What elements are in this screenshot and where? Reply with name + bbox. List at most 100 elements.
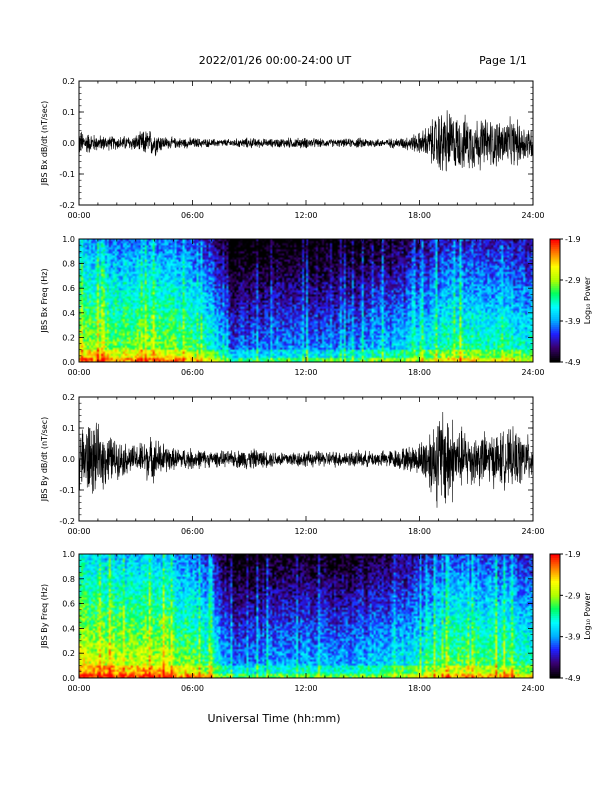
colorbar-tick-label: -3.9 (565, 317, 581, 326)
colorbar-swatch (550, 314, 560, 318)
colorbar-swatch (550, 318, 560, 322)
colorbar-swatch (550, 659, 560, 663)
colorbar-swatch (550, 359, 560, 363)
colorbar-swatch (550, 585, 560, 588)
by-spectrogram-panel: -1.9 -2.9 -3.9 -4.9 Log₁₀ Power 00:00 06:00 12:… (40, 550, 592, 693)
colorbar-swatch (550, 327, 560, 330)
colorbar-swatch (550, 671, 560, 675)
colorbar-swatch (550, 308, 560, 312)
colorbar-tick-label: -2.9 (565, 276, 581, 285)
colorbar-tick-label: -3.9 (565, 633, 581, 642)
x-tick-label: 18:00 (408, 211, 431, 220)
x-tick-label: 06:00 (181, 368, 204, 377)
x-tick-label: 12:00 (294, 684, 317, 693)
colorbar-swatch (550, 349, 560, 353)
bx-spec-y-axis-label: JBS Bx Freq (Hz) (40, 268, 49, 333)
colorbar-swatch (550, 578, 560, 582)
colorbar-swatch (550, 587, 560, 590)
colorbar-swatch (550, 304, 560, 308)
colorbar-swatch (550, 337, 560, 341)
colorbar-frame (549, 238, 561, 363)
bx-series-line (78, 110, 534, 172)
bx-y-axis-label: JBS Bx dB/dt (nT/sec) (40, 101, 49, 187)
colorbar-swatch (550, 673, 560, 677)
colorbar-swatch (550, 647, 560, 650)
colorbar-swatch (550, 611, 560, 615)
colorbar-swatch (550, 634, 560, 638)
colorbar-swatch (550, 613, 560, 617)
colorbar-swatch (550, 273, 560, 277)
colorbar-swatch (550, 599, 560, 603)
colorbar-swatch (550, 331, 560, 334)
colorbar-swatch (550, 593, 560, 596)
y-tick-label: 0.8 (62, 260, 75, 269)
colorbar-swatch (550, 568, 560, 572)
colorbar-swatch (550, 249, 560, 252)
colorbar-swatch (550, 560, 560, 563)
colorbar-swatch (550, 644, 560, 648)
colorbar-swatch (550, 355, 560, 359)
colorbar-swatch (550, 316, 560, 320)
colorbar-swatch (550, 343, 560, 347)
colorbar-swatch (550, 312, 560, 316)
colorbar-swatch (550, 241, 560, 244)
y-tick-label: 1.0 (62, 550, 75, 559)
y-tick-label: 0.2 (62, 333, 75, 342)
colorbar-swatch (550, 642, 560, 646)
x-tick-label: 00:00 (67, 527, 90, 536)
colorbar-swatch (550, 335, 560, 338)
colorbar-swatch (550, 323, 560, 326)
colorbar-swatch (550, 607, 560, 611)
colorbar-swatch (550, 284, 560, 287)
colorbar-swatch (550, 626, 560, 629)
colorbar-swatch (550, 280, 560, 283)
y-tick-label: 0.8 (62, 575, 75, 584)
y-tick-label: 0.1 (62, 108, 75, 117)
colorbar-swatch (550, 669, 560, 673)
colorbar-swatch (550, 298, 560, 302)
colorbar-swatch (550, 667, 560, 671)
colorbar-tick-label: -4.9 (565, 358, 581, 367)
x-axis-title: Universal Time (hh:mm) (208, 712, 341, 725)
x-tick-label: 12:00 (294, 368, 317, 377)
colorbar-swatch (550, 345, 560, 349)
colorbar-swatch (550, 651, 560, 654)
x-tick-label: 06:00 (181, 684, 204, 693)
colorbar-swatch (550, 251, 560, 254)
colorbar-swatch (550, 554, 560, 557)
colorbar-swatch (550, 277, 560, 281)
colorbar-swatch (550, 255, 560, 259)
x-tick-label: 24:00 (521, 684, 544, 693)
by-y-axis-label: JBS By dB/dt (nT/sec) (40, 417, 49, 503)
x-tick-label: 18:00 (408, 684, 431, 693)
colorbar-swatch (550, 636, 560, 640)
by-spec-colorbar: -1.9 -2.9 -3.9 -4.9 Log₁₀ Power (549, 550, 592, 683)
colorbar-swatch (550, 562, 560, 565)
colorbar-swatch (550, 351, 560, 355)
colorbar-swatch (550, 624, 560, 627)
colorbar-tick-label: -2.9 (565, 591, 581, 600)
y-tick-label: 0.0 (62, 358, 75, 367)
colorbar-swatch (550, 263, 560, 267)
colorbar-swatch (550, 302, 560, 306)
colorbar-swatch (550, 247, 560, 250)
colorbar-swatch (550, 566, 560, 570)
colorbar-swatch (550, 357, 560, 361)
colorbar-swatch (550, 300, 560, 304)
by-waveform-panel: 00:00 06:00 12:00 18:00 24:00 0.2 0.1 0.0 -0.1 -0… (40, 393, 545, 536)
y-tick-label: -0.2 (59, 201, 75, 210)
by-spec-spectrogram-image (79, 554, 533, 678)
y-tick-label: -0.1 (59, 486, 75, 495)
colorbar-swatch (550, 663, 560, 667)
x-tick-label: 12:00 (294, 527, 317, 536)
y-tick-label: 0.0 (62, 139, 75, 148)
x-tick-label: 24:00 (521, 211, 544, 220)
colorbar-swatch (550, 265, 560, 269)
colorbar-swatch (550, 310, 560, 314)
colorbar-swatch (550, 243, 560, 246)
y-tick-label: 0.4 (62, 624, 75, 633)
colorbar-swatch (550, 296, 560, 300)
colorbar-swatch (550, 628, 560, 632)
colorbar-swatch (550, 620, 560, 623)
colorbar-swatch (550, 339, 560, 343)
